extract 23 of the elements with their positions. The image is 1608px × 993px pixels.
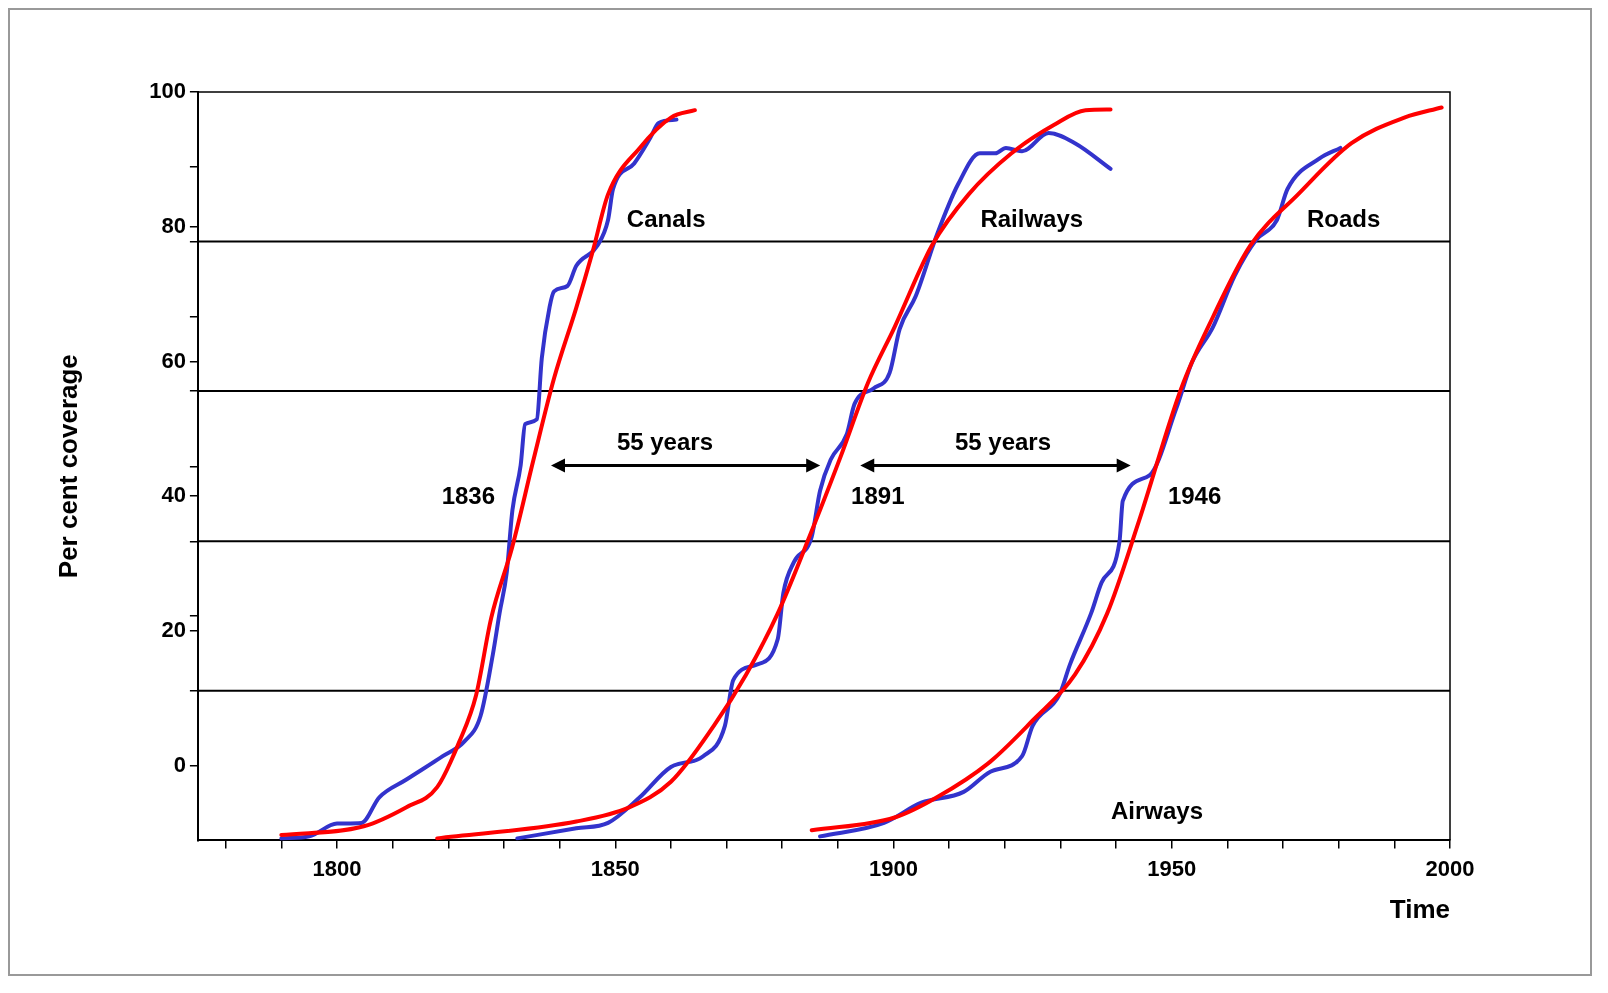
annotation: 1891 (851, 482, 905, 510)
y-tick-label: 100 (149, 78, 186, 104)
annotation: 55 years (616, 427, 713, 455)
x-axis-title: Time (1389, 893, 1450, 924)
x-tick-label: 2000 (1425, 855, 1475, 881)
y-axis-title: Per cent coverage (52, 354, 83, 579)
annotation: Railways (980, 204, 1084, 232)
y-tick-label: 40 (161, 482, 186, 508)
annotation: 1946 (1167, 482, 1222, 510)
line-series (809, 105, 1444, 833)
x-tick-label: 1850 (590, 855, 640, 881)
x-tick-label: 1900 (869, 855, 918, 881)
y-tick-label: 80 (161, 212, 186, 238)
y-tick-label: 20 (161, 616, 186, 642)
annotation: 1836 (441, 482, 496, 510)
y-tick-label: 60 (161, 347, 186, 373)
y-tick-label: 0 (173, 751, 186, 777)
annotation: Canals (626, 204, 706, 232)
x-tick-label: 1800 (312, 855, 362, 881)
annotation: Airways (1110, 796, 1204, 824)
annotation: 55 years (954, 427, 1052, 455)
annotation: Roads (1306, 204, 1381, 232)
x-tick-label: 1950 (1147, 855, 1197, 881)
